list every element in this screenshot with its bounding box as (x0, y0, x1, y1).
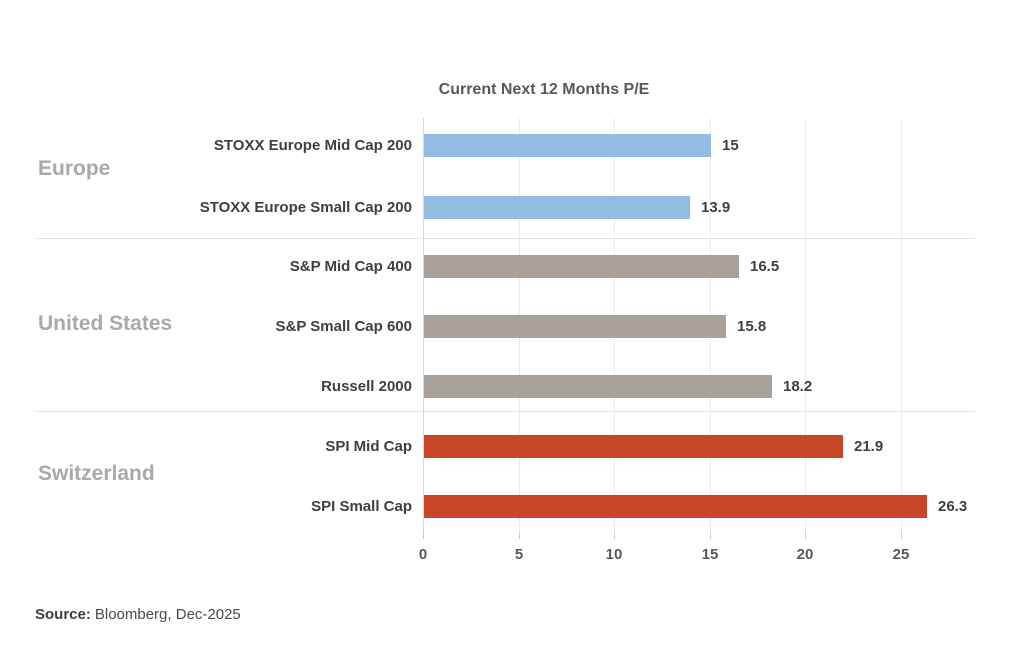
x-tick-mark (423, 533, 424, 539)
x-tick-mark (805, 533, 806, 539)
bar-europe (424, 196, 690, 219)
chart-title: Current Next 12 Months P/E (438, 81, 650, 98)
x-tick-label: 5 (514, 546, 524, 563)
bar-label: STOXX Europe Small Cap 200 (199, 199, 412, 216)
x-tick-mark (614, 533, 615, 539)
bar-label: S&P Mid Cap 400 (289, 258, 412, 275)
bar-label: S&P Small Cap 600 (275, 318, 412, 335)
bar-value: 18.2 (783, 378, 813, 395)
bar-switzerland (424, 435, 843, 458)
x-tick-label: 15 (701, 546, 719, 563)
bar-label: SPI Small Cap (311, 498, 412, 515)
bar-united-states (424, 255, 739, 278)
bar-value: 16.5 (750, 258, 780, 275)
x-tick-label: 20 (796, 546, 814, 563)
x-tick-mark (519, 533, 520, 539)
bar-value: 13.9 (701, 199, 731, 216)
bar-value: 21.9 (854, 438, 884, 455)
bar-label: SPI Mid Cap (325, 438, 412, 455)
group-label-united-states: United States (38, 312, 173, 335)
x-tick-label: 10 (605, 546, 623, 563)
source-note: Source: Bloomberg, Dec-2025 (35, 606, 241, 623)
y-axis-line (423, 118, 424, 533)
source-label: Source: (35, 606, 91, 623)
bar-value: 15.8 (737, 318, 767, 335)
group-separator-line (35, 238, 975, 239)
bar-united-states (424, 315, 726, 338)
group-label-switzerland: Switzerland (38, 462, 155, 485)
bar-europe (424, 134, 711, 157)
x-tick-mark (901, 533, 902, 539)
bar-label: Russell 2000 (321, 378, 412, 395)
x-tick-mark (710, 533, 711, 539)
bar-united-states (424, 375, 772, 398)
gridline (805, 118, 806, 533)
gridline (901, 118, 902, 533)
bar-switzerland (424, 495, 927, 518)
bar-label: STOXX Europe Mid Cap 200 (213, 137, 412, 154)
x-tick-label: 25 (892, 546, 910, 563)
group-label-europe: Europe (38, 157, 111, 180)
x-tick-label: 0 (418, 546, 428, 563)
group-separator-line (35, 411, 975, 412)
bar-value: 26.3 (938, 498, 968, 515)
bar-value: 15 (722, 137, 739, 154)
source-text: Bloomberg, Dec-2025 (94, 606, 241, 623)
